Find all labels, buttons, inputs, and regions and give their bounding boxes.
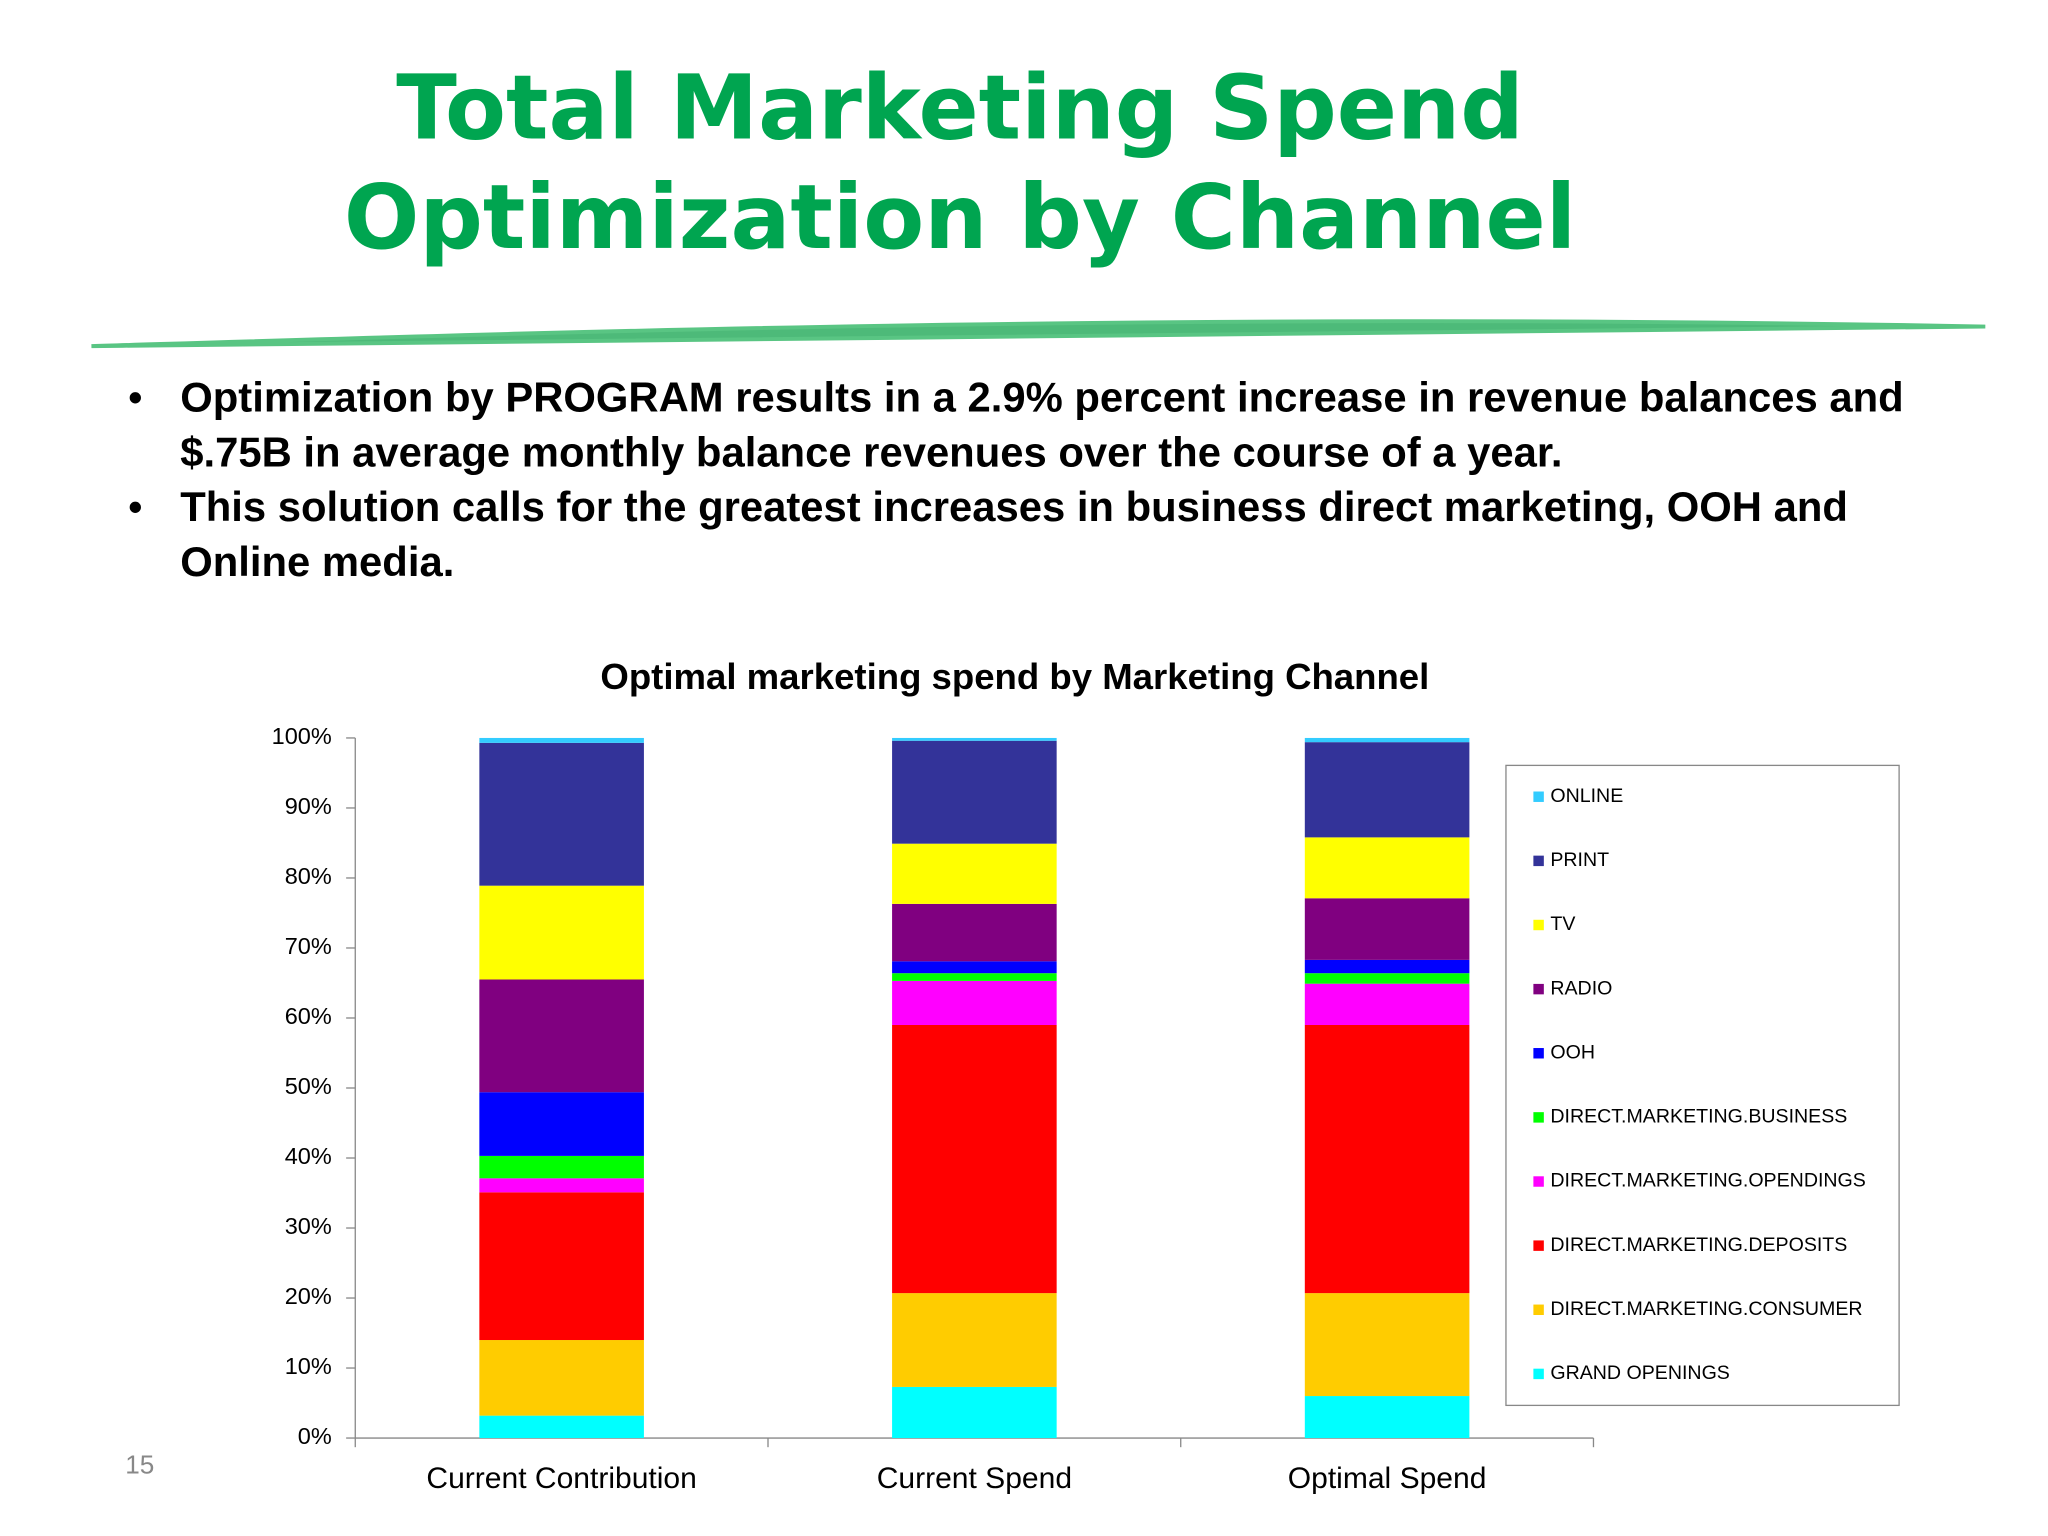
- legend-label: DIRECT.MARKETING.CONSUMER: [1550, 1298, 1862, 1320]
- bullet-box: Optimization by PROGRAM results in a 2.9…: [128, 370, 1924, 657]
- brush-stroke: [91, 319, 1986, 349]
- title-line: Optimization by Channel: [344, 166, 1576, 269]
- bar-segment: [1304, 973, 1470, 984]
- bar-segment: [892, 903, 1057, 962]
- y-tick-label: 70%: [285, 933, 332, 959]
- y-tick-label: 20%: [285, 1283, 332, 1309]
- bar-segment: [479, 1178, 644, 1193]
- legend-swatch: [1533, 1304, 1544, 1316]
- legend-swatch: [1533, 1240, 1544, 1251]
- legend-label: DIRECT.MARKETING.OPENDINGS: [1550, 1170, 1865, 1192]
- legend-swatch: [1533, 919, 1544, 931]
- plot: 0% 10% 20% 30% 40% 50% 60% 70% 80% 90% 100% Current…: [272, 723, 1866, 1495]
- bar-segment: [479, 885, 644, 980]
- y-tick-label: 90%: [285, 793, 332, 819]
- bar-segment: [892, 1386, 1057, 1439]
- x-tick-label: Current Spend: [877, 1462, 1072, 1495]
- y-tick-label: 60%: [285, 1003, 332, 1029]
- page-number: 15: [125, 1450, 154, 1480]
- y-tick-label: 50%: [285, 1073, 332, 1099]
- legend-swatch: [1533, 983, 1544, 995]
- y-tick-label: 100%: [272, 723, 332, 749]
- legend-label: TV: [1550, 913, 1575, 935]
- bar-segment: [1304, 983, 1470, 1025]
- legend-label: DIRECT.MARKETING.BUSINESS: [1550, 1106, 1847, 1128]
- bar-segment: [479, 1155, 644, 1179]
- legend-label: PRINT: [1550, 849, 1609, 871]
- bar-segment: [892, 1293, 1057, 1387]
- bar-segment: [1304, 1396, 1470, 1439]
- y-tick-label: 30%: [285, 1213, 332, 1239]
- y-tick-label: 80%: [285, 863, 332, 889]
- legend-box: [1505, 764, 1900, 1407]
- bar-segment: [479, 979, 644, 1093]
- bar-segment: [892, 961, 1057, 974]
- legend-swatch: [1533, 1112, 1544, 1123]
- legend-swatch: [1533, 791, 1544, 802]
- bar-segment: [892, 1024, 1057, 1294]
- bullet-list: Optimization by PROGRAM results in a 2.9…: [128, 370, 1924, 589]
- bar-segment: [1304, 898, 1470, 960]
- bar-segment: [1304, 959, 1470, 974]
- x-tick-label: Optimal Spend: [1288, 1462, 1487, 1495]
- bar-segment: [479, 742, 644, 886]
- y-tick-label: 40%: [285, 1143, 332, 1169]
- chart-title: Optimal marketing spend by Marketing Cha…: [600, 656, 1429, 697]
- bar-segment: [479, 1415, 644, 1439]
- legend-swatch: [1533, 855, 1544, 867]
- legend-swatch: [1533, 1368, 1544, 1380]
- legend-label: DIRECT.MARKETING.DEPOSITS: [1550, 1234, 1847, 1256]
- title-line: Total Marketing Spend: [396, 56, 1524, 159]
- bar-segment: [1304, 837, 1470, 899]
- bullet: Optimization by PROGRAM results in a 2.9…: [128, 370, 1924, 480]
- bar-segment: [479, 1340, 644, 1416]
- y-tick-label: 10%: [285, 1353, 332, 1379]
- bar-segment: [892, 980, 1057, 1025]
- y-tick-label: 0%: [298, 1423, 332, 1449]
- bar-segment: [479, 737, 644, 743]
- bar-segment: [892, 740, 1057, 844]
- legend-label: GRAND OPENINGS: [1550, 1362, 1730, 1384]
- legend-swatch: [1533, 1048, 1544, 1059]
- bar-segment: [479, 1092, 644, 1156]
- bar-segment: [479, 1192, 644, 1341]
- bar-segment: [892, 973, 1057, 981]
- legend-label: OOH: [1550, 1041, 1595, 1063]
- bar-segment: [1304, 737, 1470, 743]
- bar-segment: [1304, 742, 1470, 838]
- legend-label: RADIO: [1550, 977, 1612, 999]
- bar-segment: [1304, 1293, 1470, 1397]
- bar-segment: [892, 737, 1057, 741]
- bar-segment: [892, 843, 1057, 904]
- legend-label: ONLINE: [1550, 785, 1623, 807]
- bullet: This solution calls for the greatest inc…: [128, 479, 1924, 589]
- x-tick-label: Current Contribution: [426, 1462, 696, 1495]
- bar-segment: [1304, 1024, 1470, 1294]
- legend-swatch: [1533, 1176, 1544, 1187]
